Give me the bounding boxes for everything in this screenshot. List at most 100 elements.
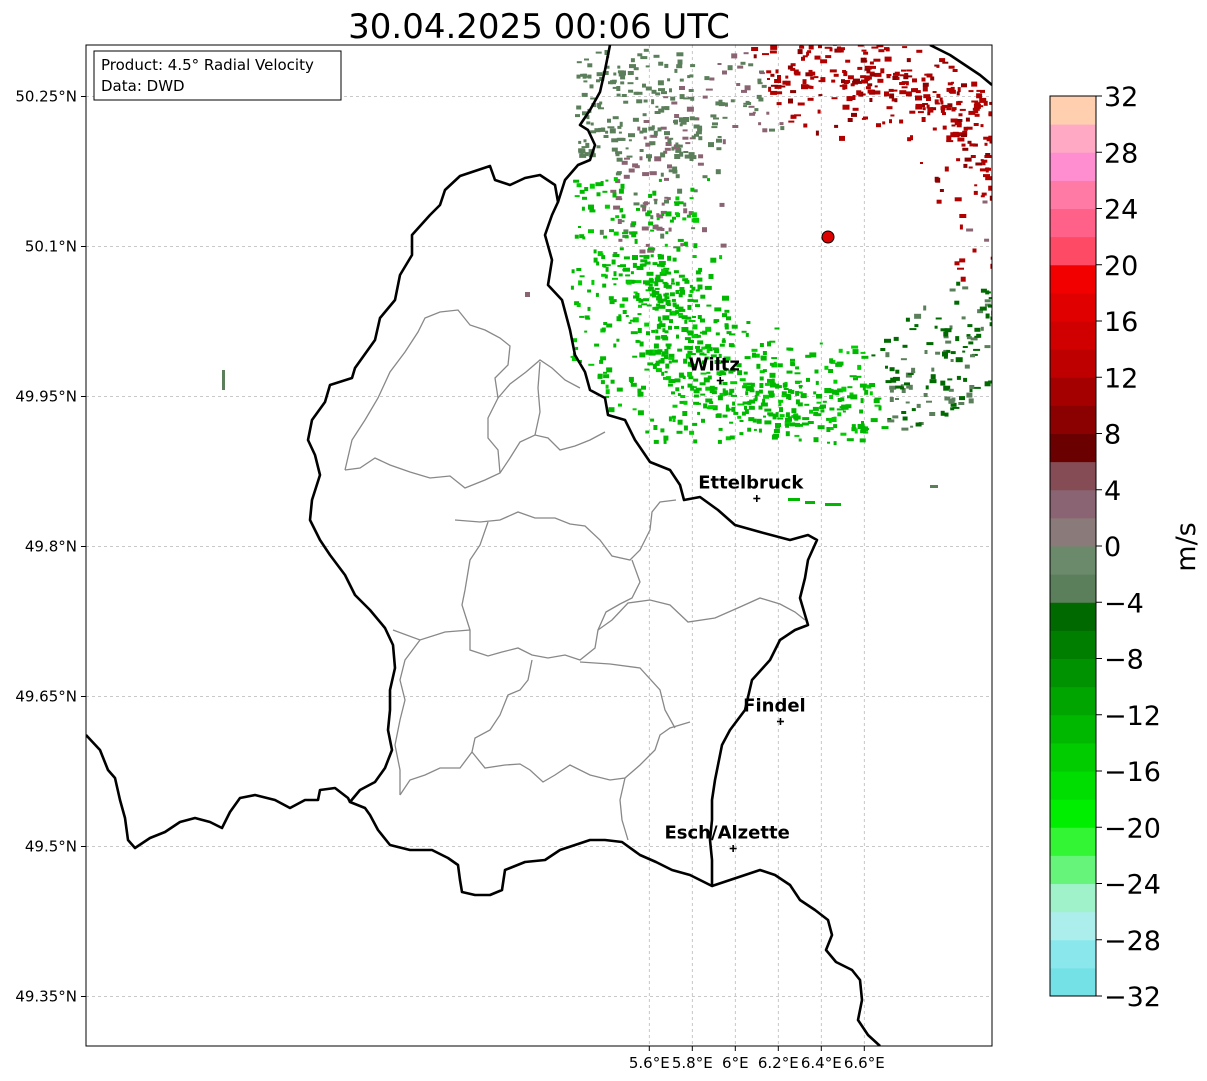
canton-boundary-south-east bbox=[619, 777, 629, 841]
colorbar-segment bbox=[1050, 349, 1096, 378]
germany-belgium-border bbox=[556, 45, 612, 203]
city-marker: Wiltz bbox=[689, 355, 740, 384]
colorbar-tick-label: −16 bbox=[1104, 757, 1161, 788]
colorbar-segment bbox=[1050, 771, 1096, 800]
colorbar-segment bbox=[1050, 180, 1096, 210]
lat-tick-label: 49.65°N bbox=[15, 688, 77, 706]
map-frame bbox=[85, 44, 993, 1047]
city-marker: Esch/Alzette bbox=[665, 823, 790, 852]
lat-tick-label: 49.8°N bbox=[25, 538, 77, 556]
product-label: Product: 4.5° Radial Velocity bbox=[101, 56, 314, 74]
national-borders bbox=[86, 45, 992, 1046]
lon-tick-label: 6°E bbox=[722, 1054, 749, 1072]
lon-tick-label: 6.6°E bbox=[844, 1054, 885, 1072]
colorbar-segment bbox=[1050, 377, 1096, 406]
colorbar-segment bbox=[1050, 208, 1096, 238]
colorbar-segment bbox=[1050, 827, 1096, 856]
colorbar-segment bbox=[1050, 433, 1096, 463]
colorbar-segment bbox=[1050, 574, 1096, 603]
colorbar-segment bbox=[1050, 855, 1096, 885]
colorbar-segment bbox=[1050, 517, 1096, 547]
colorbar-tick-label: 32 bbox=[1104, 82, 1138, 113]
colorbar-tick-label: −8 bbox=[1104, 645, 1144, 676]
north-east-border bbox=[929, 45, 992, 86]
colorbar-segment bbox=[1050, 405, 1096, 435]
colorbar-segment bbox=[1050, 96, 1096, 125]
colorbar-segment bbox=[1050, 489, 1096, 519]
city-label: Ettelbruck bbox=[698, 473, 804, 494]
canton-boundary-center-north bbox=[454, 499, 677, 561]
colorbar-tick-label: 12 bbox=[1104, 363, 1138, 394]
colorbar-segment bbox=[1050, 264, 1096, 294]
colorbar-tick-label: 16 bbox=[1104, 307, 1138, 338]
canton-boundary-mersch bbox=[461, 521, 641, 661]
city-marker: Findel bbox=[743, 696, 806, 725]
canton-boundary-north bbox=[344, 431, 606, 489]
colorbar-segment bbox=[1050, 742, 1096, 772]
lon-tick-label: 5.8°E bbox=[672, 1054, 713, 1072]
canton-boundary-diekirch bbox=[534, 361, 541, 436]
canton-boundaries bbox=[344, 309, 806, 841]
colorbar-segment bbox=[1050, 939, 1096, 969]
lon-tick-label: 6.2°E bbox=[758, 1054, 799, 1072]
colorbar-segment bbox=[1050, 911, 1096, 941]
radar-site-marker bbox=[821, 230, 835, 244]
canton-boundary-wiltz-clervaux bbox=[344, 309, 511, 474]
axis-ticks: 5.6°E 5.8°E 6°E 6.2°E 6.4°E 6.6°E 50.25°N 50.1°… bbox=[15, 88, 884, 1073]
colorbar-tick-label: −32 bbox=[1104, 982, 1161, 1013]
colorbar-tick-label: 20 bbox=[1104, 251, 1138, 282]
colorbar-segment bbox=[1050, 546, 1096, 575]
colorbar-tick-label: 4 bbox=[1104, 476, 1121, 507]
colorbar-segment bbox=[1050, 686, 1096, 716]
figure-title: 30.04.2025 00:06 UTC bbox=[348, 7, 730, 47]
colorbar-segment bbox=[1050, 461, 1096, 491]
data-source-label: Data: DWD bbox=[101, 77, 185, 95]
canton-boundary-esch bbox=[399, 751, 473, 796]
colorbar-tick-label: −24 bbox=[1104, 870, 1161, 901]
info-box: Product: 4.5° Radial Velocity Data: DWD bbox=[93, 50, 342, 101]
colorbar-segment bbox=[1050, 292, 1096, 322]
colorbar-segment bbox=[1050, 799, 1096, 828]
lon-tick-label: 6.4°E bbox=[801, 1054, 842, 1072]
colorbar-segment bbox=[1050, 152, 1096, 181]
colorbar-unit-label: m/s bbox=[1171, 522, 1202, 571]
city-marker: Ettelbruck bbox=[698, 473, 804, 502]
colorbar-segment bbox=[1050, 124, 1096, 153]
colorbar-segment bbox=[1050, 602, 1096, 631]
lat-tick-label: 49.35°N bbox=[15, 988, 77, 1006]
colorbar-tick-label: 24 bbox=[1104, 195, 1138, 226]
colorbar-tick-label: 8 bbox=[1104, 420, 1121, 451]
canton-boundary-luxembourg-city bbox=[471, 659, 691, 783]
lat-tick-label: 49.95°N bbox=[15, 388, 77, 406]
colorbar-tick-label: 28 bbox=[1104, 138, 1138, 169]
colorbar-tick-label: 0 bbox=[1104, 532, 1121, 563]
colorbar-segment bbox=[1050, 967, 1096, 997]
city-label: Esch/Alzette bbox=[665, 823, 790, 844]
colorbar-segment bbox=[1050, 658, 1096, 688]
colorbar-segment bbox=[1050, 236, 1096, 266]
lon-tick-label: 5.6°E bbox=[629, 1054, 670, 1072]
canton-boundary-capellen bbox=[392, 629, 471, 641]
colorbar-segment bbox=[1050, 630, 1096, 660]
colorbar-segment bbox=[1050, 321, 1096, 350]
canton-boundary-west bbox=[394, 639, 421, 795]
city-label: Wiltz bbox=[689, 355, 740, 376]
city-markers: Wiltz Ettelbruck Findel Esch/Alzette bbox=[665, 355, 806, 852]
lat-tick-label: 49.5°N bbox=[25, 838, 77, 856]
colorbar: 32 28 24 20 16 12 8 4 0 −4 −8 −12 −16 −20 −24 −28 −32 bbox=[1049, 82, 1161, 1013]
colorbar-segment bbox=[1050, 714, 1096, 744]
colorbar-segment bbox=[1050, 883, 1096, 913]
lat-tick-label: 50.25°N bbox=[15, 88, 77, 106]
colorbar-tick-label: −28 bbox=[1104, 926, 1161, 957]
map-background bbox=[86, 45, 992, 1046]
colorbar-tick-label: −4 bbox=[1104, 588, 1144, 619]
lat-tick-label: 50.1°N bbox=[25, 238, 77, 256]
canton-boundary-grevenmacher bbox=[597, 597, 806, 631]
colorbar-tick-label: −12 bbox=[1104, 701, 1161, 732]
city-label: Findel bbox=[743, 696, 806, 717]
france-belgium-border bbox=[86, 734, 352, 850]
colorbar-tick-label: −20 bbox=[1104, 813, 1161, 844]
canton-boundary-remich bbox=[579, 661, 676, 729]
luxembourg-border bbox=[306, 164, 819, 897]
